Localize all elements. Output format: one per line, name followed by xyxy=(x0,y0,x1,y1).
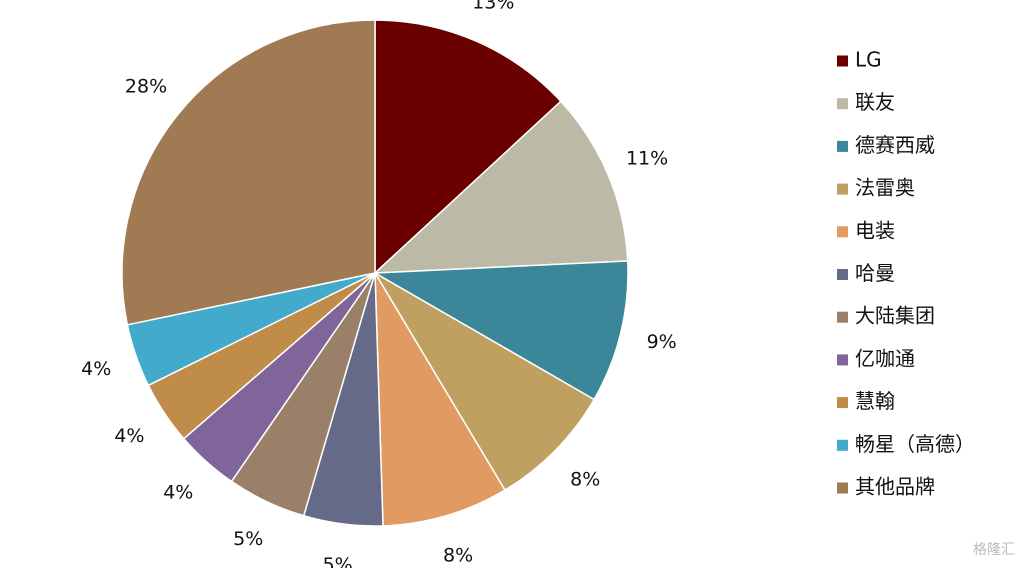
pie-slice xyxy=(121,19,376,326)
pie-slice xyxy=(372,270,596,492)
data-label: 8% xyxy=(570,468,600,490)
legend-label: 哈曼 xyxy=(855,261,895,285)
pie-slice xyxy=(372,260,629,401)
pie-slice xyxy=(372,100,629,274)
legend-label: 慧翰 xyxy=(855,389,895,413)
watermark: 格隆汇 xyxy=(973,542,1015,558)
legend-swatch xyxy=(837,55,848,67)
legend-swatch xyxy=(837,226,848,238)
pie-slice xyxy=(374,270,506,527)
data-label: 4% xyxy=(81,358,111,380)
data-label: 5% xyxy=(233,528,263,550)
legend-swatch xyxy=(837,482,848,494)
data-label: 28% xyxy=(125,75,167,97)
legend-swatch xyxy=(837,183,848,195)
legend-label: 联友 xyxy=(855,90,895,114)
legend-swatch xyxy=(837,98,848,110)
legend-swatch xyxy=(837,397,848,409)
legend-swatch xyxy=(837,439,848,451)
legend-swatch xyxy=(837,269,848,280)
legend-label: 大陆集团 xyxy=(855,304,935,328)
legend-label: 法雷奥 xyxy=(855,176,915,200)
legend-swatch xyxy=(837,354,848,366)
legend-label: 畅星（高德） xyxy=(855,432,975,456)
data-label: 4% xyxy=(163,481,193,503)
legend-label: 亿咖通 xyxy=(855,346,915,370)
data-label: 8% xyxy=(443,545,473,567)
legend-label: 德赛西威 xyxy=(855,133,935,157)
legend-swatch xyxy=(837,311,848,323)
pie-slice xyxy=(374,19,562,275)
legend-label: LG xyxy=(855,48,882,72)
data-label: 11% xyxy=(626,148,668,170)
data-label: 13% xyxy=(472,0,514,13)
legend-swatch xyxy=(837,140,848,152)
data-label: 4% xyxy=(114,425,144,447)
legend-label: 电装 xyxy=(855,218,895,242)
legend-label: 其他品牌 xyxy=(855,475,935,499)
data-label: 9% xyxy=(647,331,677,353)
data-label: 5% xyxy=(323,554,353,568)
